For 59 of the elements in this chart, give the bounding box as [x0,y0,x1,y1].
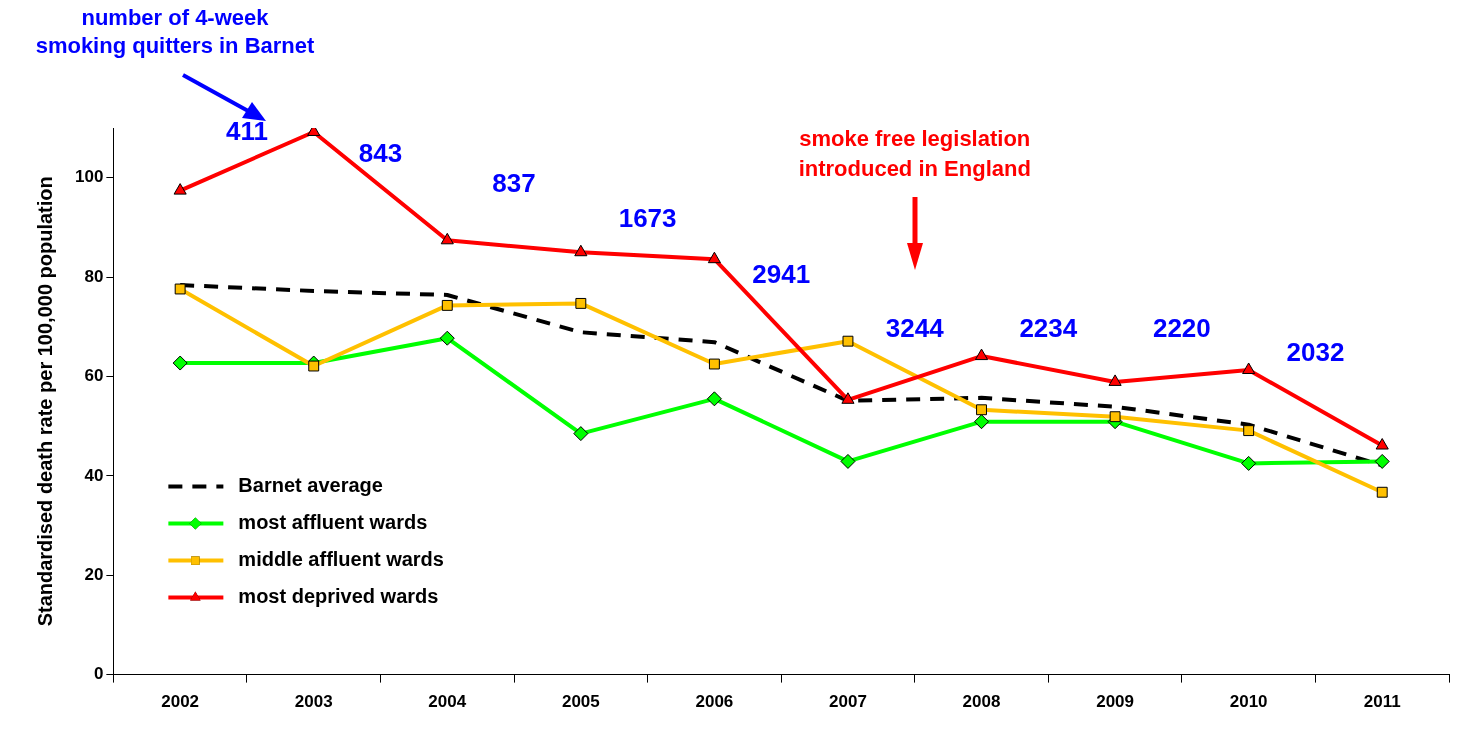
point [174,283,186,295]
annotation: 2941 [752,259,811,290]
x-tick-label: 2009 [1096,692,1135,712]
x-tick-label: 2010 [1229,692,1268,712]
y-tick-label: 0 [93,664,104,684]
legend-label: most deprived wards [238,585,439,608]
y-tick-label: 40 [84,465,104,485]
point [574,244,588,257]
y-tick-label: 60 [84,366,104,386]
point [575,297,587,309]
annotation: 3244 [885,313,945,344]
x-tick-label: 2002 [161,692,200,712]
point [172,355,188,371]
point [974,348,989,361]
legend-label: Barnet average [238,474,383,497]
point [440,232,454,245]
point [1108,374,1122,386]
point [706,391,722,407]
x-tick-label: 2007 [829,692,867,712]
annotation: 2220 [1152,313,1211,344]
point [1242,362,1256,374]
point [840,453,856,469]
y-tick-label: 20 [84,564,104,584]
point [1243,425,1255,437]
point [1375,438,1389,450]
point [841,392,855,404]
annotation: 2032 [1286,337,1345,368]
point [974,414,990,430]
legend-label: most affluent wards [238,511,428,534]
point [173,183,187,195]
annotation: 2234 [1019,313,1078,344]
annotation: 843 [358,138,403,169]
point [1241,455,1257,471]
point [976,404,987,416]
annotation: 1673 [618,203,677,234]
point [708,358,720,370]
point [441,299,453,311]
point [308,360,320,372]
annotation: 837 [492,168,536,199]
annotation: smoke free legislation introduced in England [798,126,1031,182]
x-tick-label: 2003 [294,692,333,712]
x-tick-label: 2011 [1363,692,1401,712]
point [1374,453,1390,469]
point [573,426,589,442]
x-tick-label: 2004 [428,692,467,712]
point [707,251,721,264]
text: number of 4-week smoking quitters in Barnet [34,4,316,60]
x-tick-label: 2006 [695,692,734,712]
y-tick-label: 80 [84,266,104,286]
legend-label: middle affluent wards [238,548,444,571]
y-tick-label: 100 [74,167,104,187]
point [1109,411,1121,423]
annotation: 411 [225,116,268,147]
x-tick-label: 2005 [561,692,600,712]
y-axis-title: Standardised death rate per 100,000 population [33,176,56,627]
point [842,335,854,347]
point [1376,486,1388,498]
point [439,330,455,346]
x-tick-label: 2008 [962,692,1001,712]
